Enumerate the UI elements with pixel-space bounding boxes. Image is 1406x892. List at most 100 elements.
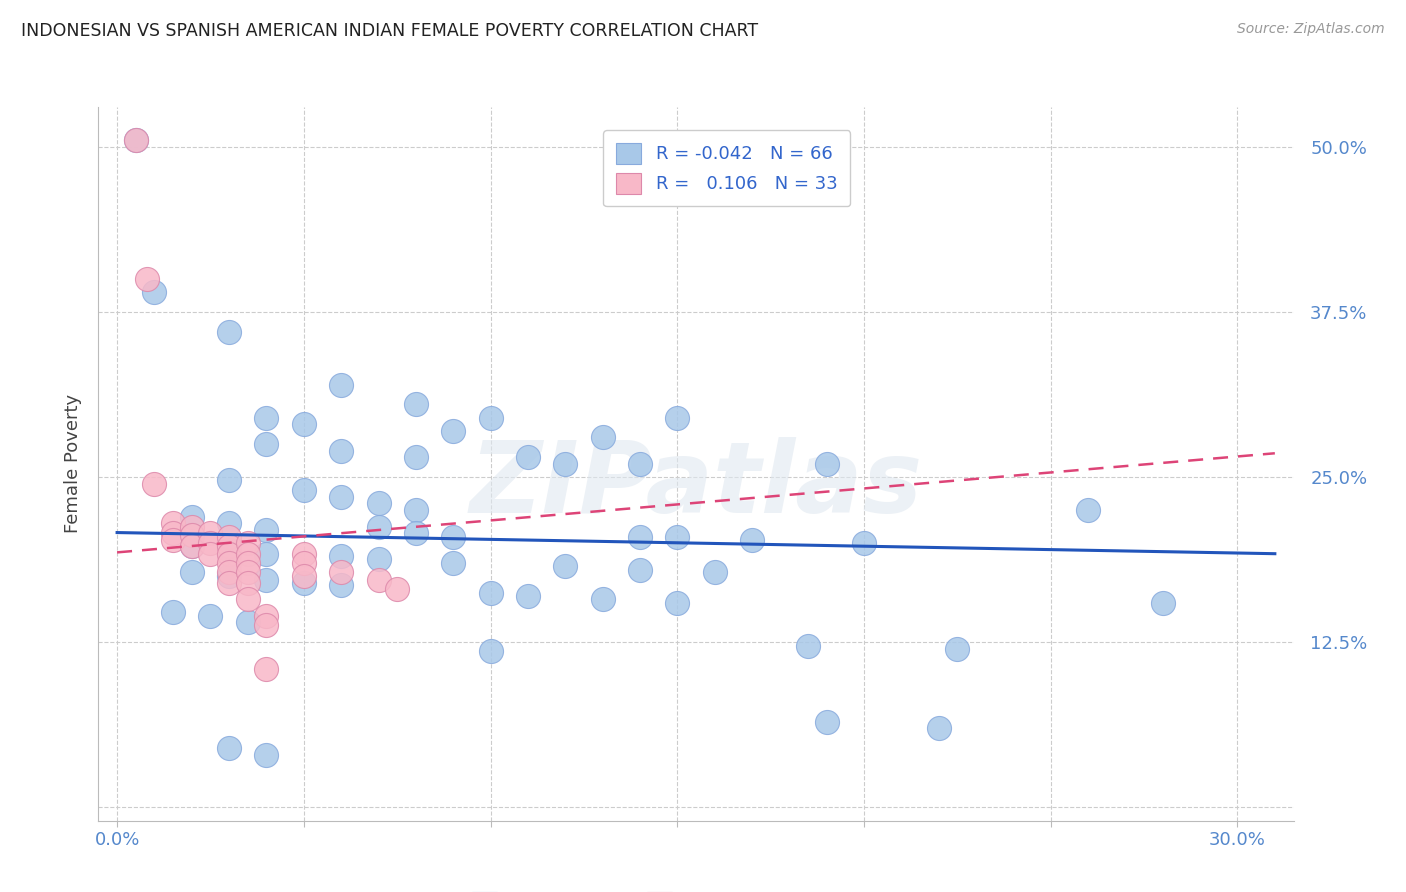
Point [256,523,278,537]
Point [405,525,427,540]
Point [180,509,202,524]
Point [218,741,240,756]
Point [218,569,240,583]
Point [628,457,651,471]
Point [441,556,464,570]
Point [628,529,651,543]
Point [292,483,315,498]
Point [853,536,876,550]
Point [162,525,184,540]
Text: ZIPatlas: ZIPatlas [470,437,922,533]
Point [666,596,689,610]
Point [330,549,353,564]
Point [218,516,240,531]
Point [292,417,315,432]
Point [292,569,315,583]
Point [125,133,148,147]
Point [236,536,259,550]
Point [256,437,278,451]
Point [180,539,202,553]
Point [218,565,240,579]
Point [1077,503,1099,517]
Point [236,547,259,561]
Point [479,644,502,658]
Point [256,410,278,425]
Point [703,565,725,579]
Point [292,547,315,561]
Point [554,457,576,471]
Point [200,608,222,623]
Point [330,565,353,579]
Point [554,558,576,573]
Point [218,556,240,570]
Point [441,529,464,543]
Point [218,325,240,339]
Point [162,605,184,619]
Point [256,608,278,623]
Point [218,575,240,590]
Point [292,575,315,590]
Point [218,529,240,543]
Point [367,552,389,566]
Point [180,520,202,534]
Text: INDONESIAN VS SPANISH AMERICAN INDIAN FEMALE POVERTY CORRELATION CHART: INDONESIAN VS SPANISH AMERICAN INDIAN FE… [21,22,758,40]
Y-axis label: Female Poverty: Female Poverty [63,394,82,533]
Point [367,573,389,587]
Point [200,547,222,561]
Text: Source: ZipAtlas.com: Source: ZipAtlas.com [1237,22,1385,37]
Point [236,556,259,570]
Point [928,721,950,735]
Point [218,547,240,561]
Point [256,547,278,561]
Point [405,397,427,411]
Point [592,591,614,606]
Point [218,473,240,487]
Point [815,457,838,471]
Point [136,272,159,286]
Point [330,443,353,458]
Point [236,575,259,590]
Point [797,639,820,653]
Point [125,133,148,147]
Point [405,450,427,465]
Point [256,573,278,587]
Point [256,618,278,632]
Point [292,556,315,570]
Point [592,430,614,444]
Point [236,591,259,606]
Point [441,424,464,438]
Point [479,586,502,600]
Point [162,533,184,548]
Point [516,450,538,465]
Point [367,496,389,510]
Point [367,520,389,534]
Point [330,578,353,592]
Point [815,714,838,729]
Point [330,377,353,392]
Point [666,410,689,425]
Point [180,528,202,542]
Point [741,533,763,548]
Point [330,490,353,504]
Point [143,476,166,491]
Point [479,410,502,425]
Point [236,615,259,630]
Point [1152,596,1174,610]
Point [200,525,222,540]
Point [666,529,689,543]
Legend: Indonesians, Spanish American Indians: Indonesians, Spanish American Indians [460,880,932,892]
Point [256,747,278,762]
Point [180,565,202,579]
Point [236,565,259,579]
Point [516,589,538,603]
Point [405,503,427,517]
Point [143,285,166,299]
Point [256,662,278,676]
Point [200,536,222,550]
Point [180,539,202,553]
Point [162,516,184,531]
Point [218,539,240,553]
Point [218,542,240,557]
Point [628,563,651,577]
Point [385,582,408,597]
